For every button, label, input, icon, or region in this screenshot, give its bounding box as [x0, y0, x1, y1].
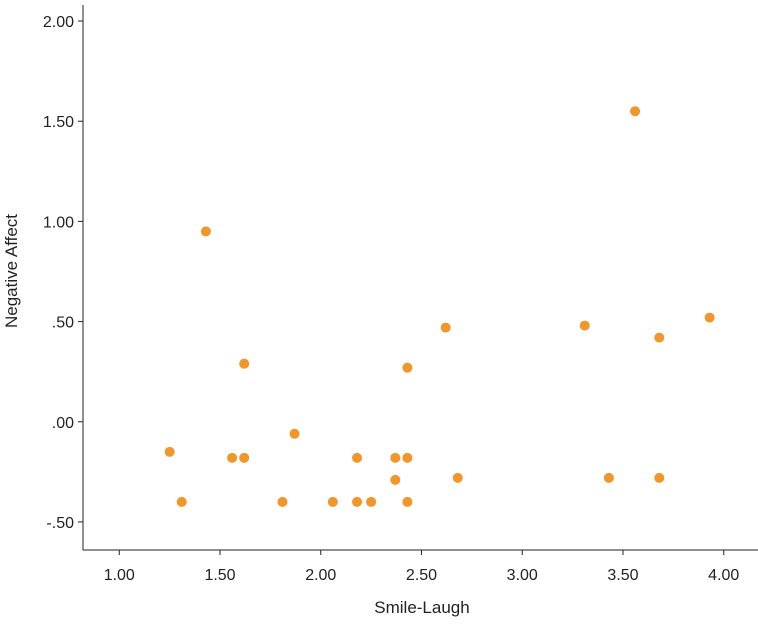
- data-point: [352, 496, 363, 507]
- y-tick-label: -.50: [46, 515, 74, 532]
- data-point: [654, 332, 665, 343]
- data-point: [239, 452, 250, 463]
- y-tick-label: 1.50: [43, 114, 74, 131]
- axes: [82, 5, 758, 551]
- x-tick-label: 2.00: [305, 567, 336, 584]
- x-tick-label: 2.50: [406, 567, 437, 584]
- x-tick-label: 3.50: [607, 567, 638, 584]
- points-layer: [164, 106, 715, 507]
- x-tick-label: 4.00: [708, 567, 739, 584]
- y-axis-title: Negative Affect: [2, 214, 21, 328]
- data-point: [402, 496, 413, 507]
- data-point: [239, 358, 250, 369]
- data-point: [176, 496, 187, 507]
- tick-layer: 1.00 1.50 2.00 2.50 3.00 3.50 4.00 -.50 .00 .50 1.…: [43, 14, 740, 584]
- data-point: [200, 226, 211, 237]
- y-tick-label: .00: [52, 415, 74, 432]
- data-point: [289, 428, 300, 439]
- x-tick-label: 1.50: [204, 567, 235, 584]
- x-axis-title: Smile-Laugh: [374, 598, 469, 617]
- data-point: [603, 472, 614, 483]
- data-point: [390, 474, 401, 485]
- y-tick-label: 1.00: [43, 214, 74, 231]
- data-point: [402, 362, 413, 373]
- data-point: [579, 320, 590, 331]
- y-tick-label: .50: [52, 315, 74, 332]
- data-point: [704, 312, 715, 323]
- data-point: [440, 322, 451, 333]
- data-point: [327, 496, 338, 507]
- data-point: [654, 472, 665, 483]
- data-point: [630, 106, 641, 117]
- data-point: [227, 452, 238, 463]
- data-point: [277, 496, 288, 507]
- x-tick-label: 1.00: [104, 567, 135, 584]
- data-point: [402, 452, 413, 463]
- x-tick-label: 3.00: [507, 567, 538, 584]
- data-point: [164, 446, 175, 457]
- data-point: [366, 496, 377, 507]
- y-tick-label: 2.00: [43, 14, 74, 31]
- data-point: [452, 472, 463, 483]
- data-point: [352, 452, 363, 463]
- data-point: [390, 452, 401, 463]
